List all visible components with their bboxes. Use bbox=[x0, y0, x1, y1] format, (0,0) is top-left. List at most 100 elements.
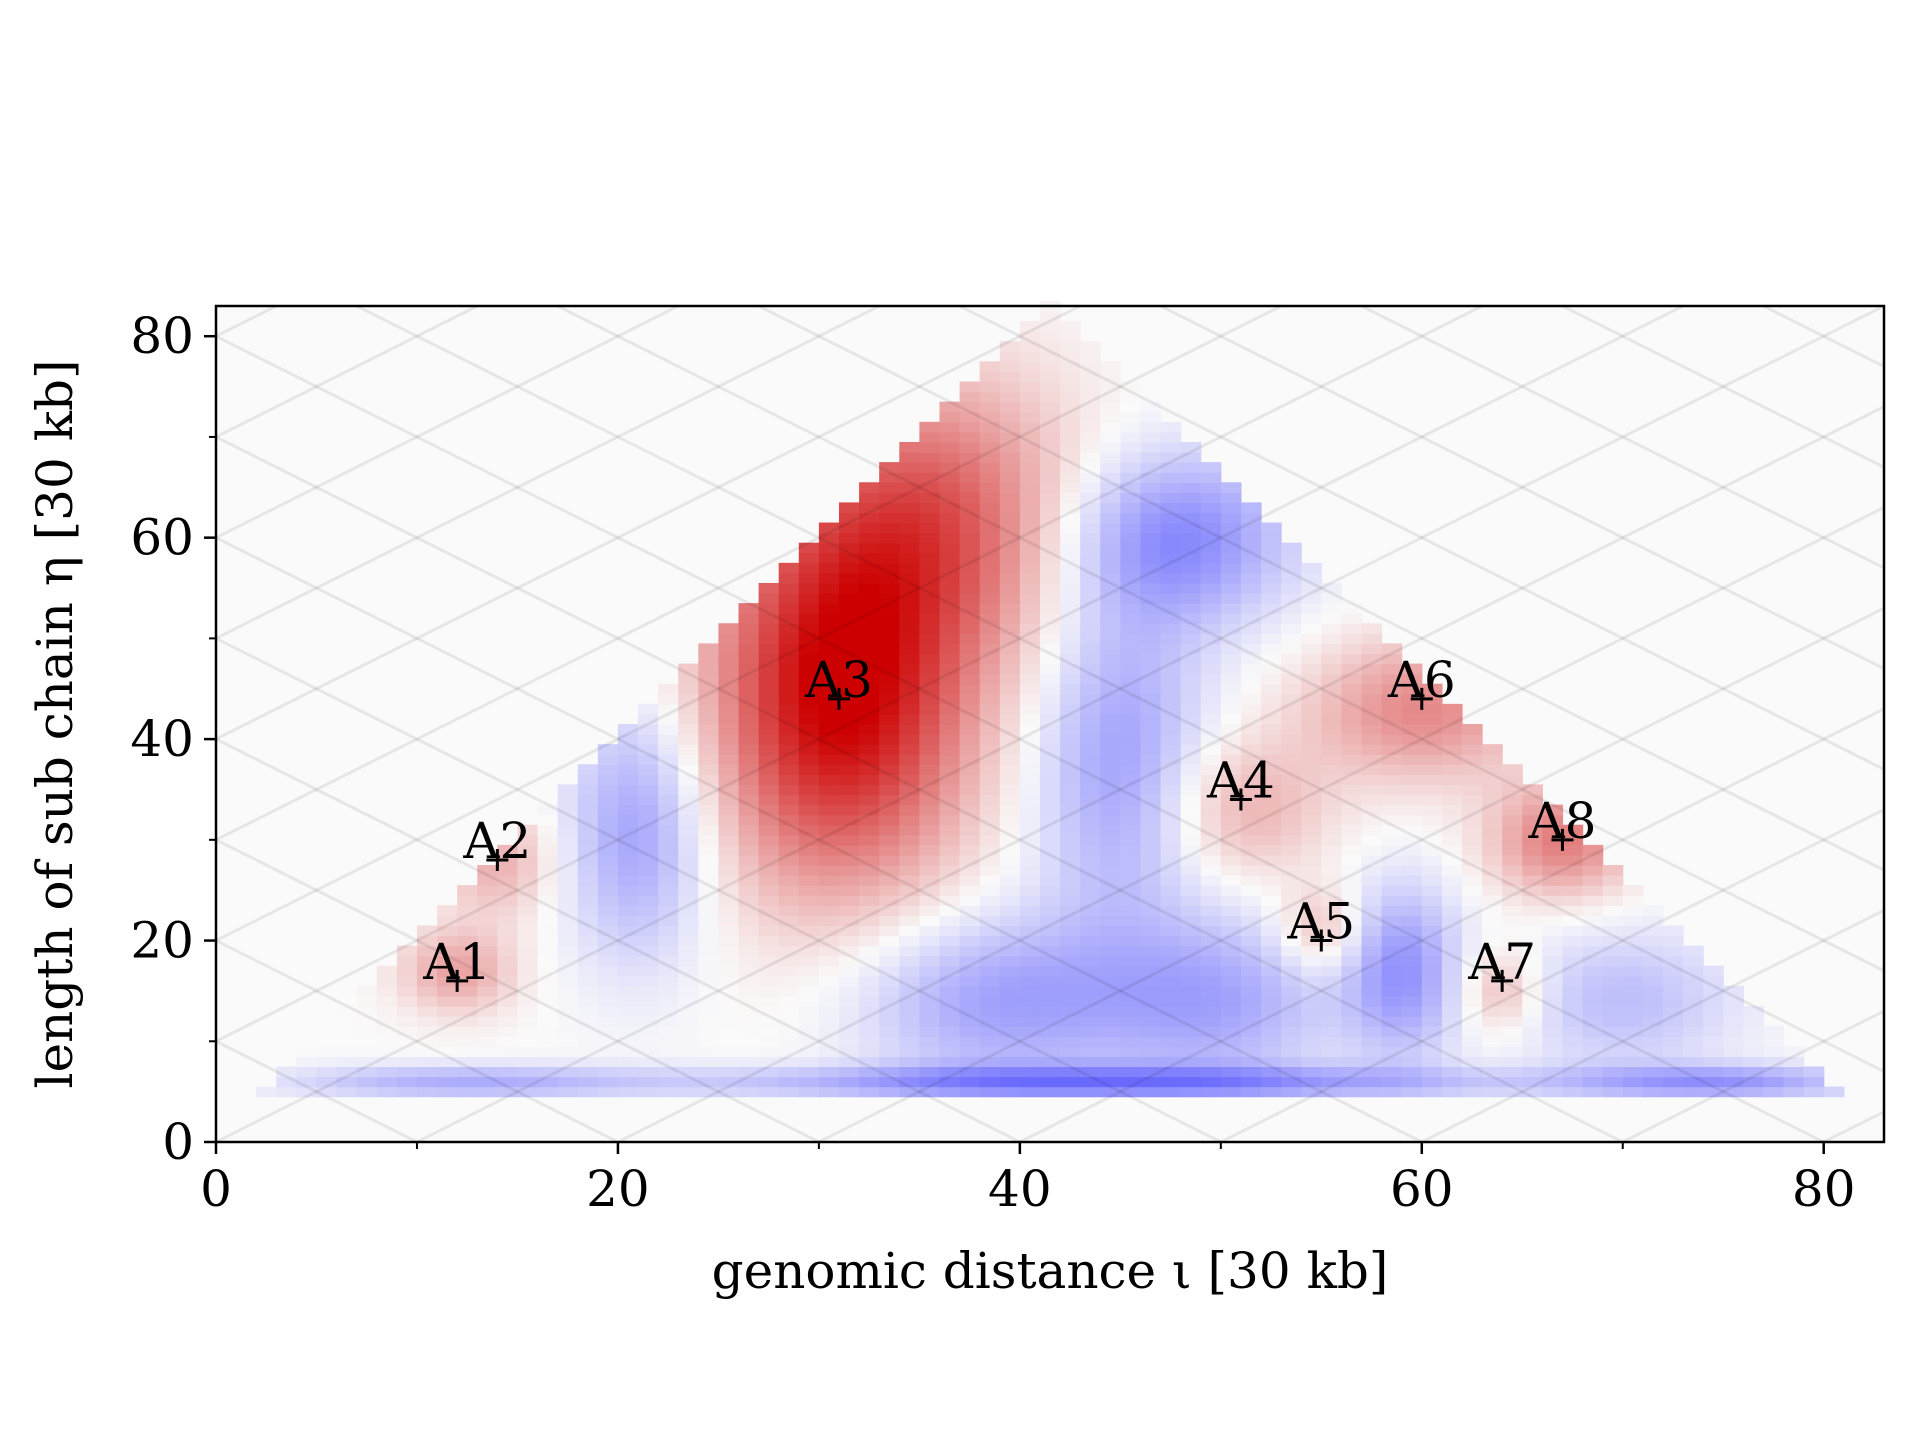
heatmap-cell bbox=[1100, 381, 1121, 393]
heatmap-cell bbox=[919, 875, 941, 886]
heatmap-cell bbox=[658, 784, 679, 796]
heatmap-cell bbox=[1140, 613, 1162, 624]
heatmap-cell bbox=[1482, 865, 1503, 876]
heatmap-cell bbox=[738, 643, 760, 655]
heatmap-cell bbox=[1080, 764, 1101, 775]
heatmap-cell bbox=[899, 784, 920, 796]
heatmap-cell bbox=[1281, 1026, 1302, 1037]
heatmap-cell bbox=[1200, 522, 1222, 534]
heatmap-cell bbox=[457, 965, 478, 977]
heatmap-cell bbox=[1019, 915, 1041, 927]
heatmap-cell bbox=[838, 925, 860, 937]
heatmap-cell bbox=[1361, 975, 1383, 987]
heatmap-cell bbox=[1080, 472, 1101, 483]
heatmap-cell bbox=[979, 401, 1001, 413]
heatmap-cell bbox=[1120, 633, 1142, 645]
heatmap-cell bbox=[718, 865, 740, 876]
heatmap-cell bbox=[1763, 1076, 1785, 1088]
heatmap-cell bbox=[979, 492, 1001, 504]
heatmap-cell bbox=[1321, 945, 1342, 957]
heatmap-cell bbox=[1220, 703, 1242, 715]
heatmap-cell bbox=[1261, 834, 1282, 846]
heatmap-cell bbox=[457, 895, 478, 906]
heatmap-cell bbox=[778, 844, 800, 856]
heatmap-cell bbox=[1220, 512, 1242, 524]
heatmap-cell bbox=[1381, 844, 1403, 856]
heatmap-cell bbox=[1441, 935, 1463, 947]
heatmap-cell bbox=[1441, 1016, 1463, 1027]
heatmap-cell bbox=[1100, 623, 1121, 634]
heatmap-cell bbox=[1200, 1076, 1222, 1088]
heatmap-cell bbox=[396, 1086, 418, 1098]
heatmap-cell bbox=[537, 875, 559, 886]
heatmap-cell bbox=[1140, 794, 1162, 806]
heatmap-cell bbox=[1240, 643, 1262, 655]
heatmap-cell bbox=[698, 865, 720, 876]
heatmap-cell bbox=[1401, 985, 1423, 997]
diagonal-line bbox=[958, 306, 1884, 772]
heatmap-cell bbox=[979, 865, 1001, 876]
heatmap-cell bbox=[919, 824, 941, 836]
heatmap-cell bbox=[999, 875, 1021, 886]
heatmap-cell bbox=[1060, 804, 1081, 816]
heatmap-cell bbox=[1421, 895, 1443, 906]
heatmap-cell bbox=[1261, 975, 1282, 987]
heatmap-cell bbox=[798, 633, 820, 645]
heatmap-cell bbox=[758, 1036, 780, 1047]
heatmap-cell bbox=[1642, 1016, 1664, 1027]
heatmap-cell bbox=[1381, 734, 1403, 745]
heatmap-cell bbox=[1120, 1036, 1142, 1047]
heatmap-cell bbox=[959, 945, 981, 957]
heatmap-cell bbox=[638, 995, 659, 1007]
heatmap-cell bbox=[979, 1076, 1001, 1088]
heatmap-cell bbox=[1140, 945, 1162, 957]
heatmap-cell bbox=[1200, 854, 1222, 866]
heatmap-cell bbox=[1261, 542, 1282, 554]
heatmap-cell bbox=[1180, 613, 1202, 624]
heatmap-cell bbox=[1723, 1086, 1744, 1098]
heatmap-cell bbox=[638, 734, 659, 745]
heatmap-cell bbox=[738, 764, 760, 775]
annotation-label: A2 bbox=[462, 812, 531, 870]
heatmap-cell bbox=[1341, 653, 1363, 665]
x-tick-label: 20 bbox=[586, 1160, 650, 1218]
heatmap-cell bbox=[1341, 683, 1363, 695]
heatmap-cell bbox=[1542, 935, 1564, 947]
heatmap-cell bbox=[1080, 925, 1101, 937]
heatmap-cell bbox=[1240, 975, 1262, 987]
heatmap-cell bbox=[919, 623, 941, 634]
heatmap-cell bbox=[838, 824, 860, 836]
heatmap-cell bbox=[859, 623, 880, 634]
heatmap-cell bbox=[758, 895, 780, 906]
heatmap-cell bbox=[838, 532, 860, 544]
heatmap-cell bbox=[899, 995, 920, 1007]
annotation-marker: A2 bbox=[462, 812, 531, 871]
heatmap-cell bbox=[798, 844, 820, 856]
heatmap-cell bbox=[1200, 492, 1222, 504]
heatmap-cell bbox=[1060, 562, 1081, 574]
heatmap-cell bbox=[1642, 965, 1664, 977]
heatmap-cell bbox=[1060, 764, 1081, 775]
heatmap-cell bbox=[1281, 1046, 1302, 1057]
heatmap-cell bbox=[1441, 784, 1463, 796]
heatmap-cell bbox=[1039, 905, 1061, 916]
heatmap-cell bbox=[1120, 552, 1142, 564]
heatmap-cell bbox=[959, 875, 981, 886]
heatmap-cell bbox=[979, 633, 1001, 645]
heatmap-cell bbox=[638, 985, 659, 997]
heatmap-cell bbox=[1261, 804, 1282, 816]
heatmap-cell bbox=[1019, 381, 1041, 393]
heatmap-cell bbox=[899, 1086, 920, 1098]
heatmap-cell bbox=[1281, 804, 1302, 816]
heatmap-cell bbox=[1140, 935, 1162, 947]
heatmap-cell bbox=[1642, 915, 1664, 927]
diagonal-guide-lines bbox=[216, 306, 1884, 1142]
heatmap-cell bbox=[1160, 1056, 1182, 1068]
y-tick-label: 0 bbox=[162, 1113, 194, 1171]
heatmap-cell bbox=[1482, 965, 1503, 977]
heatmap-cell bbox=[1502, 945, 1523, 957]
heatmap-cell bbox=[1281, 663, 1302, 675]
heatmap-cell bbox=[859, 965, 880, 977]
heatmap-cell bbox=[1200, 653, 1222, 665]
heatmap-cell bbox=[1120, 1006, 1142, 1017]
